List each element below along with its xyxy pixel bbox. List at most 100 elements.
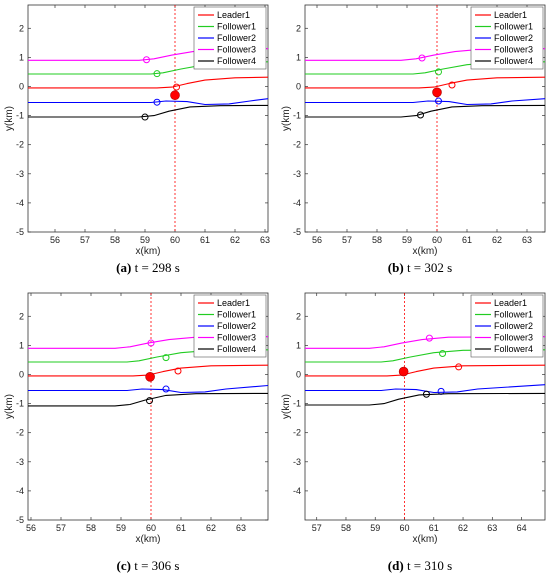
x-axis-label: x(km): [136, 534, 161, 545]
y-tick-label: -2: [293, 428, 301, 438]
legend-label: Follower4: [217, 344, 256, 354]
y-tick-label: 2: [296, 23, 301, 33]
x-tick-label: 60: [432, 235, 442, 245]
x-axis-label: x(km): [413, 246, 438, 257]
series-line-follower1: [305, 349, 546, 363]
series-marker-follower3: [143, 56, 150, 64]
y-tick-label: -1: [293, 111, 301, 121]
y-tick-label: 0: [296, 369, 301, 379]
y-tick-label: 0: [296, 81, 301, 91]
x-tick-label: 62: [230, 235, 240, 245]
x-tick-label: 62: [492, 235, 502, 245]
series-line-follower2: [305, 384, 546, 394]
y-tick-label: 0: [19, 81, 24, 91]
x-tick-label: 57: [56, 523, 66, 533]
y-tick-label: -5: [16, 515, 24, 525]
x-tick-label: 58: [110, 235, 120, 245]
y-tick-label: -3: [293, 169, 301, 179]
subfigure-caption: (a) t = 298 s: [116, 260, 180, 275]
x-tick-label: 56: [312, 235, 322, 245]
y-axis-label: y(km): [4, 106, 15, 131]
x-tick-label: 58: [341, 523, 351, 533]
y-tick-label: 1: [296, 52, 301, 62]
caption-letter: (d): [388, 558, 404, 573]
legend-label: Follower3: [494, 45, 533, 55]
y-tick-label: -5: [16, 227, 24, 237]
x-tick-label: 59: [140, 235, 150, 245]
chart-panel-1: 56 57 58 59 60 61 62 63 -5 -4 -3 -2 -1 0 1 2 x(km) y(km) L…: [4, 4, 270, 275]
legend-label: Follower4: [217, 56, 256, 66]
y-tick-label: -4: [16, 486, 24, 496]
x-tick-label: 57: [312, 523, 322, 533]
x-tick-label: 56: [50, 235, 60, 245]
series-marker-leader1: [173, 83, 180, 91]
x-tick-label: 57: [342, 235, 352, 245]
series-line-follower4: [305, 392, 546, 406]
y-tick-label: 1: [19, 52, 24, 62]
x-tick-label: 63: [260, 235, 270, 245]
series-marker-leader1: [448, 81, 456, 89]
x-tick-label: 59: [116, 523, 126, 533]
legend-label: Follower2: [217, 321, 256, 331]
legend-label: Follower1: [217, 310, 256, 320]
series-marker-follower4: [141, 113, 149, 121]
subfigure-caption: (c) t = 306 s: [117, 558, 180, 573]
legend-label: Leader1: [217, 298, 250, 308]
legend-label: Follower1: [494, 310, 533, 320]
series-marker-follower4: [422, 390, 430, 398]
series-marker-follower1: [435, 68, 442, 76]
series-line-leader1: [28, 364, 269, 377]
x-tick-label: 64: [517, 523, 527, 533]
y-tick-label: -2: [16, 428, 24, 438]
caption-text: t = 306 s: [131, 558, 180, 573]
series-line-leader1: [28, 76, 269, 89]
y-tick-label: -5: [293, 227, 301, 237]
series-line-follower4: [305, 104, 546, 118]
x-tick-label: 57: [80, 235, 90, 245]
series-line-follower3: [305, 336, 546, 349]
x-tick-label: 62: [206, 523, 216, 533]
y-tick-label: -3: [16, 169, 24, 179]
x-tick-label: 58: [86, 523, 96, 533]
series-marker-leader1: [174, 367, 182, 375]
y-axis-label: y(km): [281, 394, 292, 419]
leader-position-dot: [145, 372, 155, 382]
series-marker-follower1: [439, 350, 447, 358]
subfigure-caption: (b) t = 302 s: [388, 260, 452, 275]
legend-label: Follower3: [217, 333, 256, 343]
series-marker-leader1: [455, 363, 463, 371]
leader-position-dot: [432, 87, 442, 98]
leader-position-dot: [398, 366, 409, 377]
x-tick-label: 59: [402, 235, 412, 245]
x-tick-label: 63: [487, 523, 497, 533]
legend-label: Follower3: [217, 45, 256, 55]
legend-box: [193, 294, 267, 358]
legend-label: Follower2: [494, 321, 533, 331]
caption-text: t = 310 s: [404, 558, 453, 573]
legend-label: Follower4: [494, 56, 533, 66]
y-tick-label: 2: [19, 23, 24, 33]
caption-text: t = 302 s: [404, 260, 453, 275]
y-axis-label: y(km): [281, 106, 292, 131]
y-tick-label: -2: [293, 140, 301, 150]
y-tick-label: 0: [19, 369, 24, 379]
x-axis-label: x(km): [413, 534, 438, 545]
caption-letter: (c): [117, 558, 131, 573]
y-tick-label: 2: [296, 311, 301, 321]
x-tick-label: 58: [372, 235, 382, 245]
x-tick-label: 60: [170, 235, 180, 245]
series-marker-follower2: [162, 385, 170, 393]
x-tick-label: 61: [200, 235, 210, 245]
series-marker-follower2: [435, 97, 442, 105]
x-tick-label: 61: [462, 235, 472, 245]
legend-label: Leader1: [217, 10, 250, 20]
y-tick-label: -4: [293, 198, 301, 208]
chart-panel-4: 57 58 59 60 61 62 63 64 -4 -3 -2 -1 0 1 2 x(km) y(km) Lea…: [281, 292, 546, 573]
series-marker-follower3: [425, 334, 433, 342]
series-marker-follower3: [418, 54, 426, 62]
y-tick-label: -3: [16, 457, 24, 467]
caption-letter: (a): [116, 260, 131, 275]
series-marker-follower1: [153, 70, 161, 78]
series-line-follower4: [28, 104, 269, 118]
